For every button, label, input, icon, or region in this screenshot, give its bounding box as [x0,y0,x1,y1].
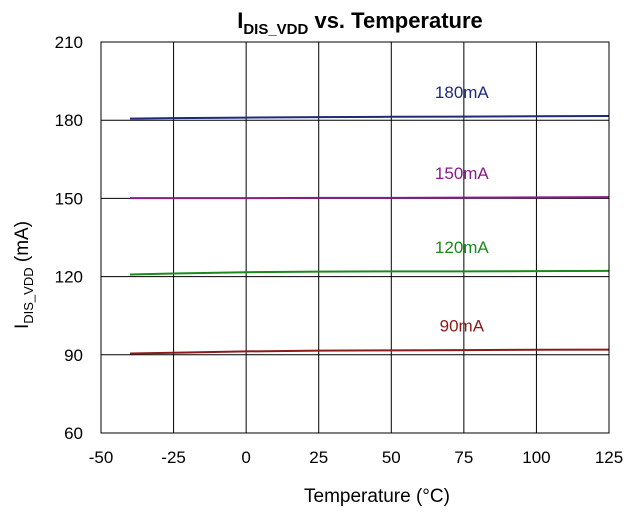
series-label-180mA: 180mA [435,83,490,102]
y-axis-label-suffix: (mA) [12,221,33,267]
series-group [129,115,610,355]
series-line-150mA [130,196,610,200]
x-tick-label: 25 [309,448,328,467]
x-tick-label: 100 [522,448,550,467]
grid-lines [100,41,610,434]
y-tick-labels: 60 90 120 150 180 210 [55,33,83,443]
y-tick-label: 120 [55,268,83,287]
x-tick-label: 0 [241,448,250,467]
x-tick-label: -25 [161,448,186,467]
plot-frame [100,41,610,434]
chart-title-subscript: DIS_VDD [243,21,308,38]
chart-title-suffix: vs. Temperature [308,8,482,33]
series-label-150mA: 150mA [435,164,490,183]
x-axis-label: Temperature (°C) [304,486,450,507]
x-tick-label: 75 [454,448,473,467]
x-tick-label: 50 [382,448,401,467]
y-axis-label: IDIS_VDD (mA) [12,221,36,329]
y-axis-label-subscript: DIS_VDD [21,267,36,323]
series-line-180mA [129,115,610,120]
y-tick-label: 150 [55,189,83,208]
y-tick-label: 210 [55,33,83,52]
x-tick-labels: -50 -25 0 25 50 75 100 125 [89,448,623,467]
series-line-120mA [129,269,610,276]
x-tick-label: 125 [595,448,623,467]
y-tick-label: 60 [64,424,83,443]
series-label-90mA: 90mA [440,317,485,336]
y-tick-label: 90 [64,346,83,365]
y-tick-label: 180 [55,111,83,130]
chart-title-prefix: I [237,8,243,33]
series-line-90mA [129,348,610,355]
series-label-120mA: 120mA [435,238,490,257]
series-labels: 180mA 150mA 120mA 90mA [435,83,490,336]
chart-title: IDIS_VDD vs. Temperature [237,8,483,38]
y-axis-label-prefix: I [12,324,33,329]
x-tick-label: -50 [89,448,114,467]
